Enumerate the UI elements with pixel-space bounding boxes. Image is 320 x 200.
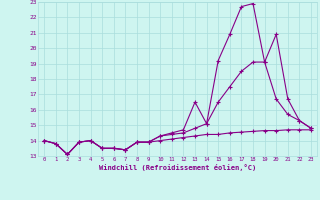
X-axis label: Windchill (Refroidissement éolien,°C): Windchill (Refroidissement éolien,°C) <box>99 164 256 171</box>
